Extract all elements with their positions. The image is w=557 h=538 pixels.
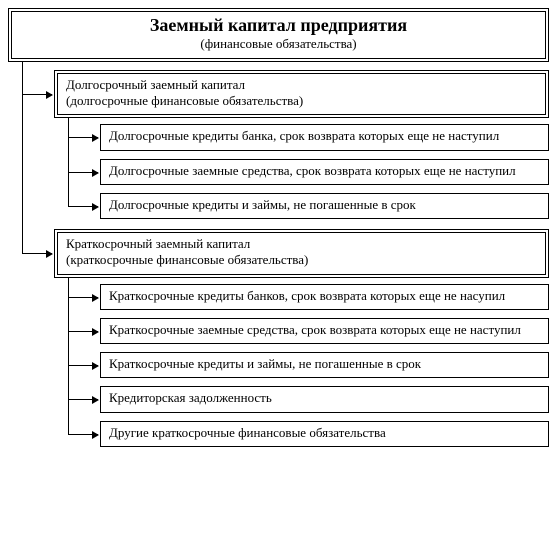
category-title: Долгосрочный заемный капитал <box>66 77 537 93</box>
leaf-label: Другие краткосрочные финансовые обязател… <box>100 421 549 447</box>
category-node: Краткосрочный заемный капитал (краткосро… <box>54 229 549 278</box>
arrow-icon <box>22 94 52 95</box>
leaf-label: Кредиторская задолженность <box>100 386 549 412</box>
leaf-label: Долгосрочные заемные средства, срок возв… <box>100 159 549 185</box>
leaf-label: Долгосрочные кредиты и займы, не погашен… <box>100 193 549 219</box>
branch-long-term: Долгосрочный заемный капитал (долгосрочн… <box>22 70 549 219</box>
tree: Долгосрочный заемный капитал (долгосрочн… <box>22 70 549 447</box>
subtree-short-term: Краткосрочные кредиты банков, срок возвр… <box>68 284 549 447</box>
leaf-label: Краткосрочные кредиты банков, срок возвр… <box>100 284 549 310</box>
arrow-icon <box>68 331 98 332</box>
leaf-node: Другие краткосрочные финансовые обязател… <box>68 421 549 447</box>
arrow-icon <box>68 206 98 207</box>
subtree-long-term: Долгосрочные кредиты банка, срок возврат… <box>68 124 549 219</box>
arrow-icon <box>22 253 52 254</box>
arrow-icon <box>68 399 98 400</box>
category-subtitle: (краткосрочные финансовые обязательства) <box>66 252 537 268</box>
root-node: Заемный капитал предприятия (финансовые … <box>8 8 549 62</box>
leaf-node: Краткосрочные заемные средства, срок воз… <box>68 318 549 344</box>
leaf-node: Долгосрочные кредиты банка, срок возврат… <box>68 124 549 150</box>
arrow-icon <box>68 365 98 366</box>
arrow-icon <box>68 434 98 435</box>
leaf-label: Долгосрочные кредиты банка, срок возврат… <box>100 124 549 150</box>
leaf-label: Краткосрочные заемные средства, срок воз… <box>100 318 549 344</box>
leaf-node: Краткосрочные кредиты банков, срок возвр… <box>68 284 549 310</box>
leaf-node: Долгосрочные кредиты и займы, не погашен… <box>68 193 549 219</box>
arrow-icon <box>68 297 98 298</box>
arrow-icon <box>68 172 98 173</box>
root-title: Заемный капитал предприятия <box>20 16 537 36</box>
branch-short-term: Краткосрочный заемный капитал (краткосро… <box>22 229 549 447</box>
category-node: Долгосрочный заемный капитал (долгосрочн… <box>54 70 549 119</box>
category-subtitle: (долгосрочные финансовые обязательства) <box>66 93 537 109</box>
arrow-icon <box>68 137 98 138</box>
root-subtitle: (финансовые обязательства) <box>20 36 537 52</box>
category-title: Краткосрочный заемный капитал <box>66 236 537 252</box>
leaf-node: Долгосрочные заемные средства, срок возв… <box>68 159 549 185</box>
leaf-node: Кредиторская задолженность <box>68 386 549 412</box>
leaf-node: Краткосрочные кредиты и займы, не погаше… <box>68 352 549 378</box>
leaf-label: Краткосрочные кредиты и займы, не погаше… <box>100 352 549 378</box>
